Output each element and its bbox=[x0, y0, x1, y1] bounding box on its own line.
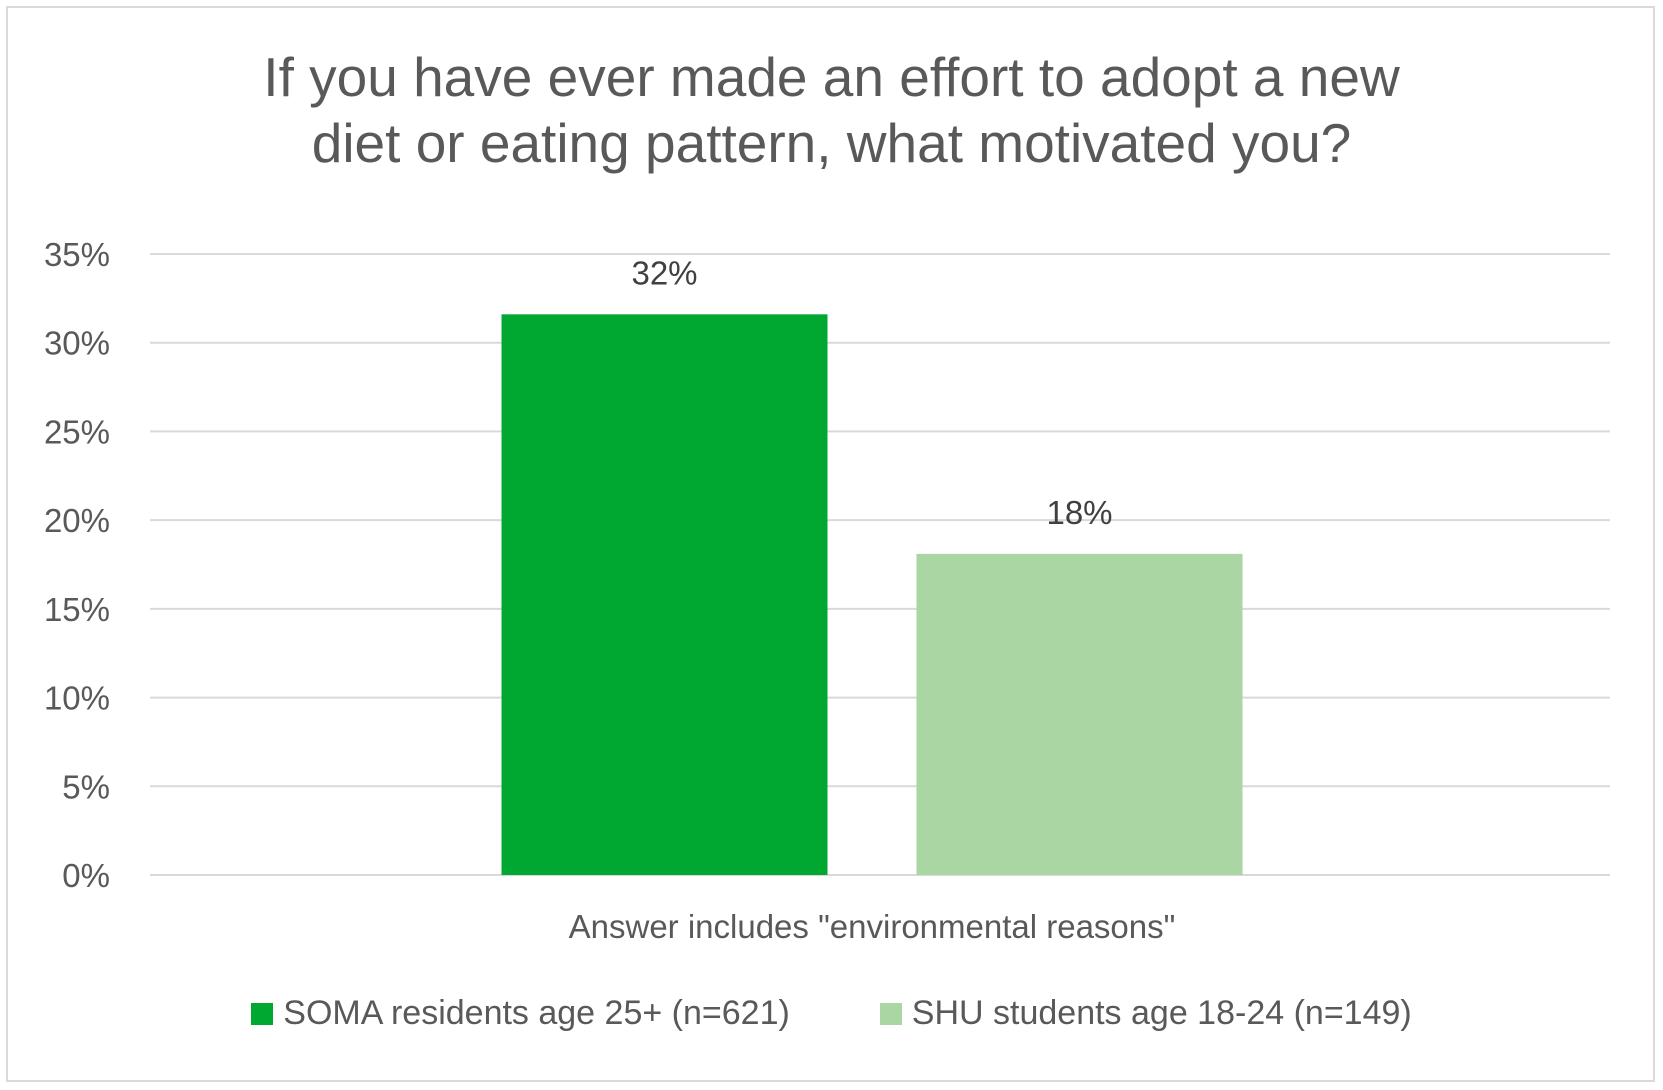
y-tick-label: 25% bbox=[44, 413, 110, 450]
y-tick-label: 15% bbox=[44, 591, 110, 628]
y-tick-label: 35% bbox=[44, 236, 110, 273]
legend: SOMA residents age 25+ (n=621) SHU stude… bbox=[0, 994, 1663, 1033]
chart-title-line-2: diet or eating pattern, what motivated y… bbox=[311, 112, 1352, 174]
legend-swatch-shu bbox=[879, 1002, 902, 1025]
gridlines bbox=[150, 253, 1610, 876]
bar-1 bbox=[916, 553, 1243, 875]
legend-swatch-soma bbox=[251, 1002, 274, 1025]
legend-item-shu: SHU students age 18-24 (n=149) bbox=[879, 994, 1412, 1033]
data-label-1: 18% bbox=[1046, 494, 1112, 531]
category-label: Answer includes "environmental reasons" bbox=[569, 908, 1176, 945]
bar-0 bbox=[501, 314, 828, 876]
y-tick-label: 10% bbox=[44, 680, 110, 717]
chart-frame bbox=[6, 6, 1655, 1082]
y-tick-label: 30% bbox=[44, 325, 110, 362]
legend-label-shu: SHU students age 18-24 (n=149) bbox=[911, 994, 1412, 1032]
chart-title: If you have ever made an effort to adopt… bbox=[0, 44, 1663, 176]
bars bbox=[501, 314, 1243, 876]
data-labels: 32% 18% bbox=[631, 254, 1112, 531]
legend-label-soma: SOMA residents age 25+ (n=621) bbox=[283, 994, 790, 1032]
y-tick-label: 20% bbox=[44, 502, 110, 539]
y-tick-label: 5% bbox=[62, 768, 110, 805]
y-axis-ticks: 0% 5% 10% 15% 20% 25% 30% 35% bbox=[44, 236, 110, 894]
chart-title-line-1: If you have ever made an effort to adopt… bbox=[263, 46, 1400, 108]
y-tick-label: 0% bbox=[62, 857, 110, 894]
legend-item-soma: SOMA residents age 25+ (n=621) bbox=[251, 994, 790, 1033]
data-label-0: 32% bbox=[631, 254, 697, 291]
